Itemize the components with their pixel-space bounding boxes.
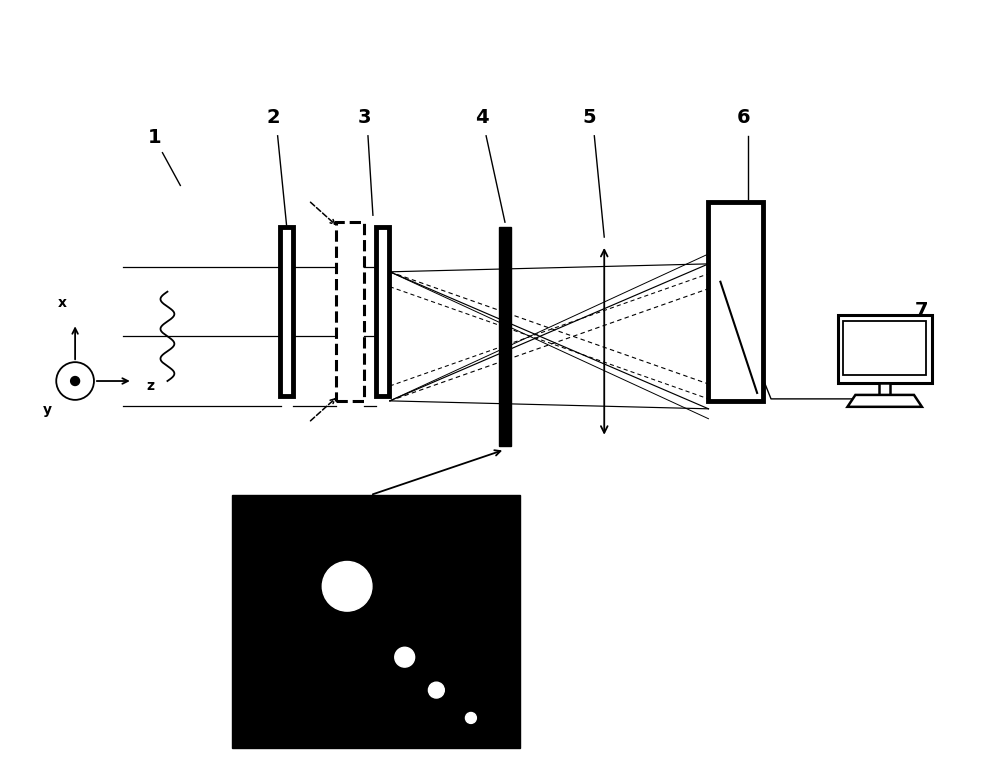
Text: 2: 2 (267, 108, 280, 127)
Bar (499, 228, 511, 446)
Circle shape (428, 683, 444, 698)
Text: x: x (260, 648, 269, 662)
Polygon shape (847, 395, 922, 407)
Text: z: z (147, 379, 155, 393)
Circle shape (71, 377, 80, 385)
Text: 4: 4 (475, 108, 489, 127)
Text: y: y (43, 403, 52, 417)
Bar (843, 322, 926, 375)
Bar (336, 222, 364, 401)
Text: y: y (331, 715, 340, 729)
Bar (232, 495, 520, 748)
Text: 7: 7 (915, 302, 929, 320)
Text: 3: 3 (357, 108, 371, 127)
Circle shape (322, 561, 372, 611)
Bar (708, 202, 763, 401)
Polygon shape (879, 383, 890, 395)
Circle shape (465, 712, 476, 723)
Circle shape (395, 647, 415, 667)
Text: x: x (58, 296, 67, 309)
Bar (376, 228, 389, 396)
Text: 1: 1 (148, 128, 161, 147)
Text: 5: 5 (583, 108, 596, 127)
Text: 6: 6 (736, 108, 750, 127)
Bar (280, 228, 293, 396)
Bar (838, 316, 932, 383)
